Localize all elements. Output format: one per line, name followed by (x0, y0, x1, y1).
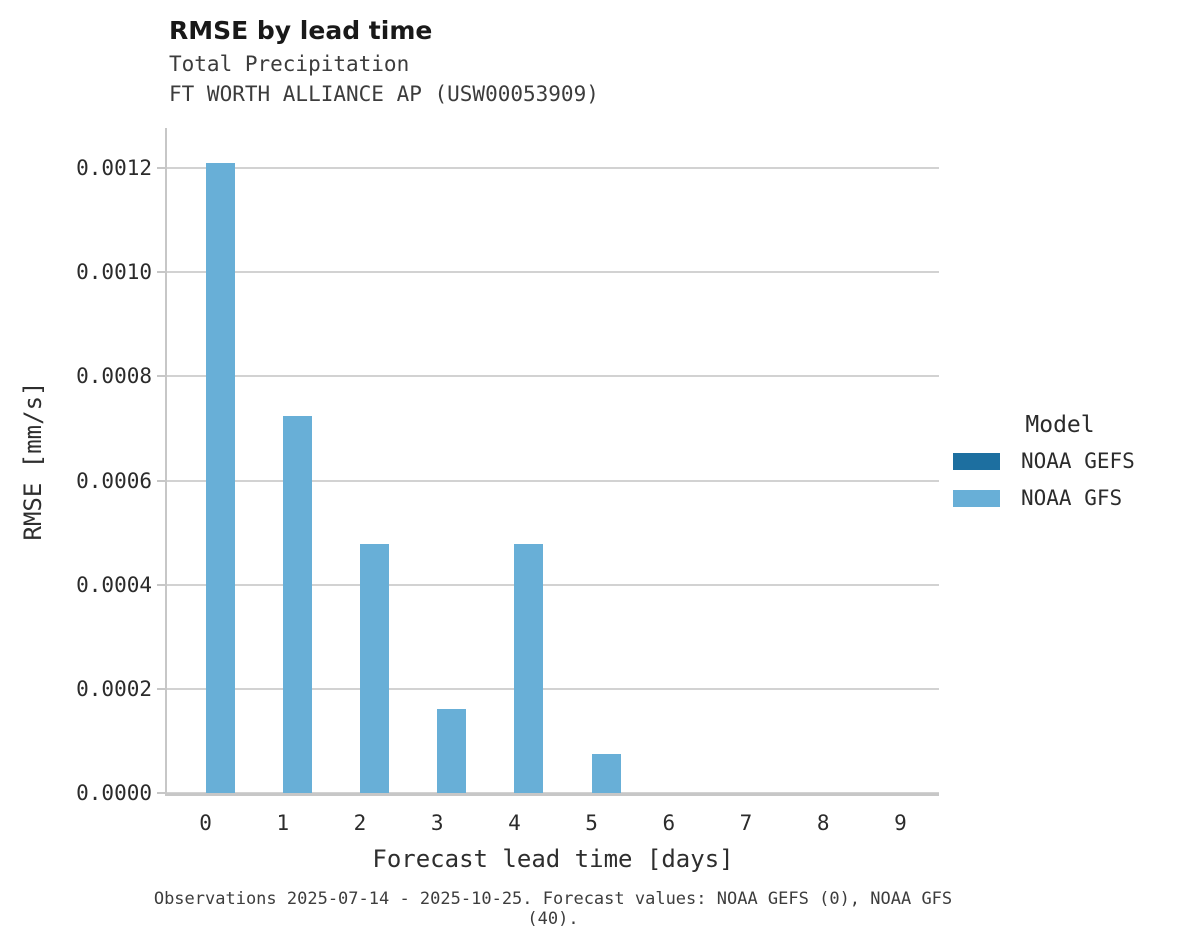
x-axis-title: Forecast lead time [days] (372, 845, 734, 873)
x-tick-label: 1 (276, 811, 290, 835)
x-axis-spine (165, 793, 939, 796)
legend-entry-noaa-gefs: NOAA GEFS (953, 449, 1167, 473)
legend-title: Model (1025, 412, 1095, 438)
y-tick-label: 0.0010 (76, 260, 152, 285)
legend-swatch-noaa-gefs (953, 452, 1000, 470)
legend-label-noaa-gfs: NOAA GFS (1021, 486, 1123, 510)
y-tick-mark (157, 167, 166, 169)
y-tick-mark (157, 375, 166, 378)
chart-subtitle-station: FT WORTH ALLIANCE AP (USW00053909) (169, 82, 599, 106)
y-tick-label: 0.0012 (76, 156, 152, 180)
legend: Model NOAA GEFS NOAA GFS (953, 412, 1167, 523)
gridline (167, 583, 939, 586)
gridline (167, 375, 939, 378)
x-tick-label: 2 (353, 811, 367, 835)
x-tick-label: 4 (508, 811, 521, 835)
y-axis-spine (165, 128, 167, 796)
chart-caption: Observations 2025-07-14 - 2025-10-25. Fo… (153, 889, 953, 929)
x-tick-label: 9 (894, 811, 907, 835)
y-tick-mark (157, 687, 166, 690)
bar-noaa-gfs-day-4 (514, 544, 544, 793)
bar-noaa-gfs-day-0 (205, 162, 235, 793)
x-tick-label: 7 (739, 811, 753, 835)
x-tick-label: 5 (585, 811, 598, 835)
legend-swatch-noaa-gfs (953, 489, 1000, 507)
gridline (167, 479, 939, 482)
x-tick-label: 8 (816, 811, 830, 835)
y-tick-label: 0.0004 (76, 572, 152, 597)
legend-label-noaa-gefs: NOAA GEFS (1021, 449, 1135, 473)
y-tick-mark (157, 479, 166, 482)
x-tick-label: 0 (199, 811, 212, 835)
y-tick-label: 0.0002 (76, 676, 152, 701)
gridline (167, 167, 939, 169)
legend-entry-noaa-gfs: NOAA GFS (953, 486, 1167, 510)
chart-subtitle-variable: Total Precipitation (169, 52, 410, 76)
bar-noaa-gfs-day-5 (591, 753, 621, 793)
y-tick-label: 0.0008 (76, 364, 152, 389)
gridline (167, 271, 939, 274)
bar-noaa-gfs-day-3 (437, 709, 467, 793)
y-tick-mark (157, 583, 166, 586)
bar-noaa-gfs-day-1 (282, 415, 312, 793)
y-axis-title: RMSE [mm/s] (19, 381, 47, 541)
chart-title: RMSE by lead time (169, 16, 433, 45)
y-tick-mark (157, 271, 166, 274)
x-tick-label: 6 (662, 811, 676, 835)
x-tick-label: 3 (430, 811, 444, 835)
gridline (167, 687, 939, 690)
y-tick-mark (157, 792, 166, 794)
bar-noaa-gfs-day-2 (360, 544, 389, 793)
y-tick-label: 0.0006 (76, 468, 152, 493)
y-tick-label: 0.0000 (76, 781, 152, 805)
